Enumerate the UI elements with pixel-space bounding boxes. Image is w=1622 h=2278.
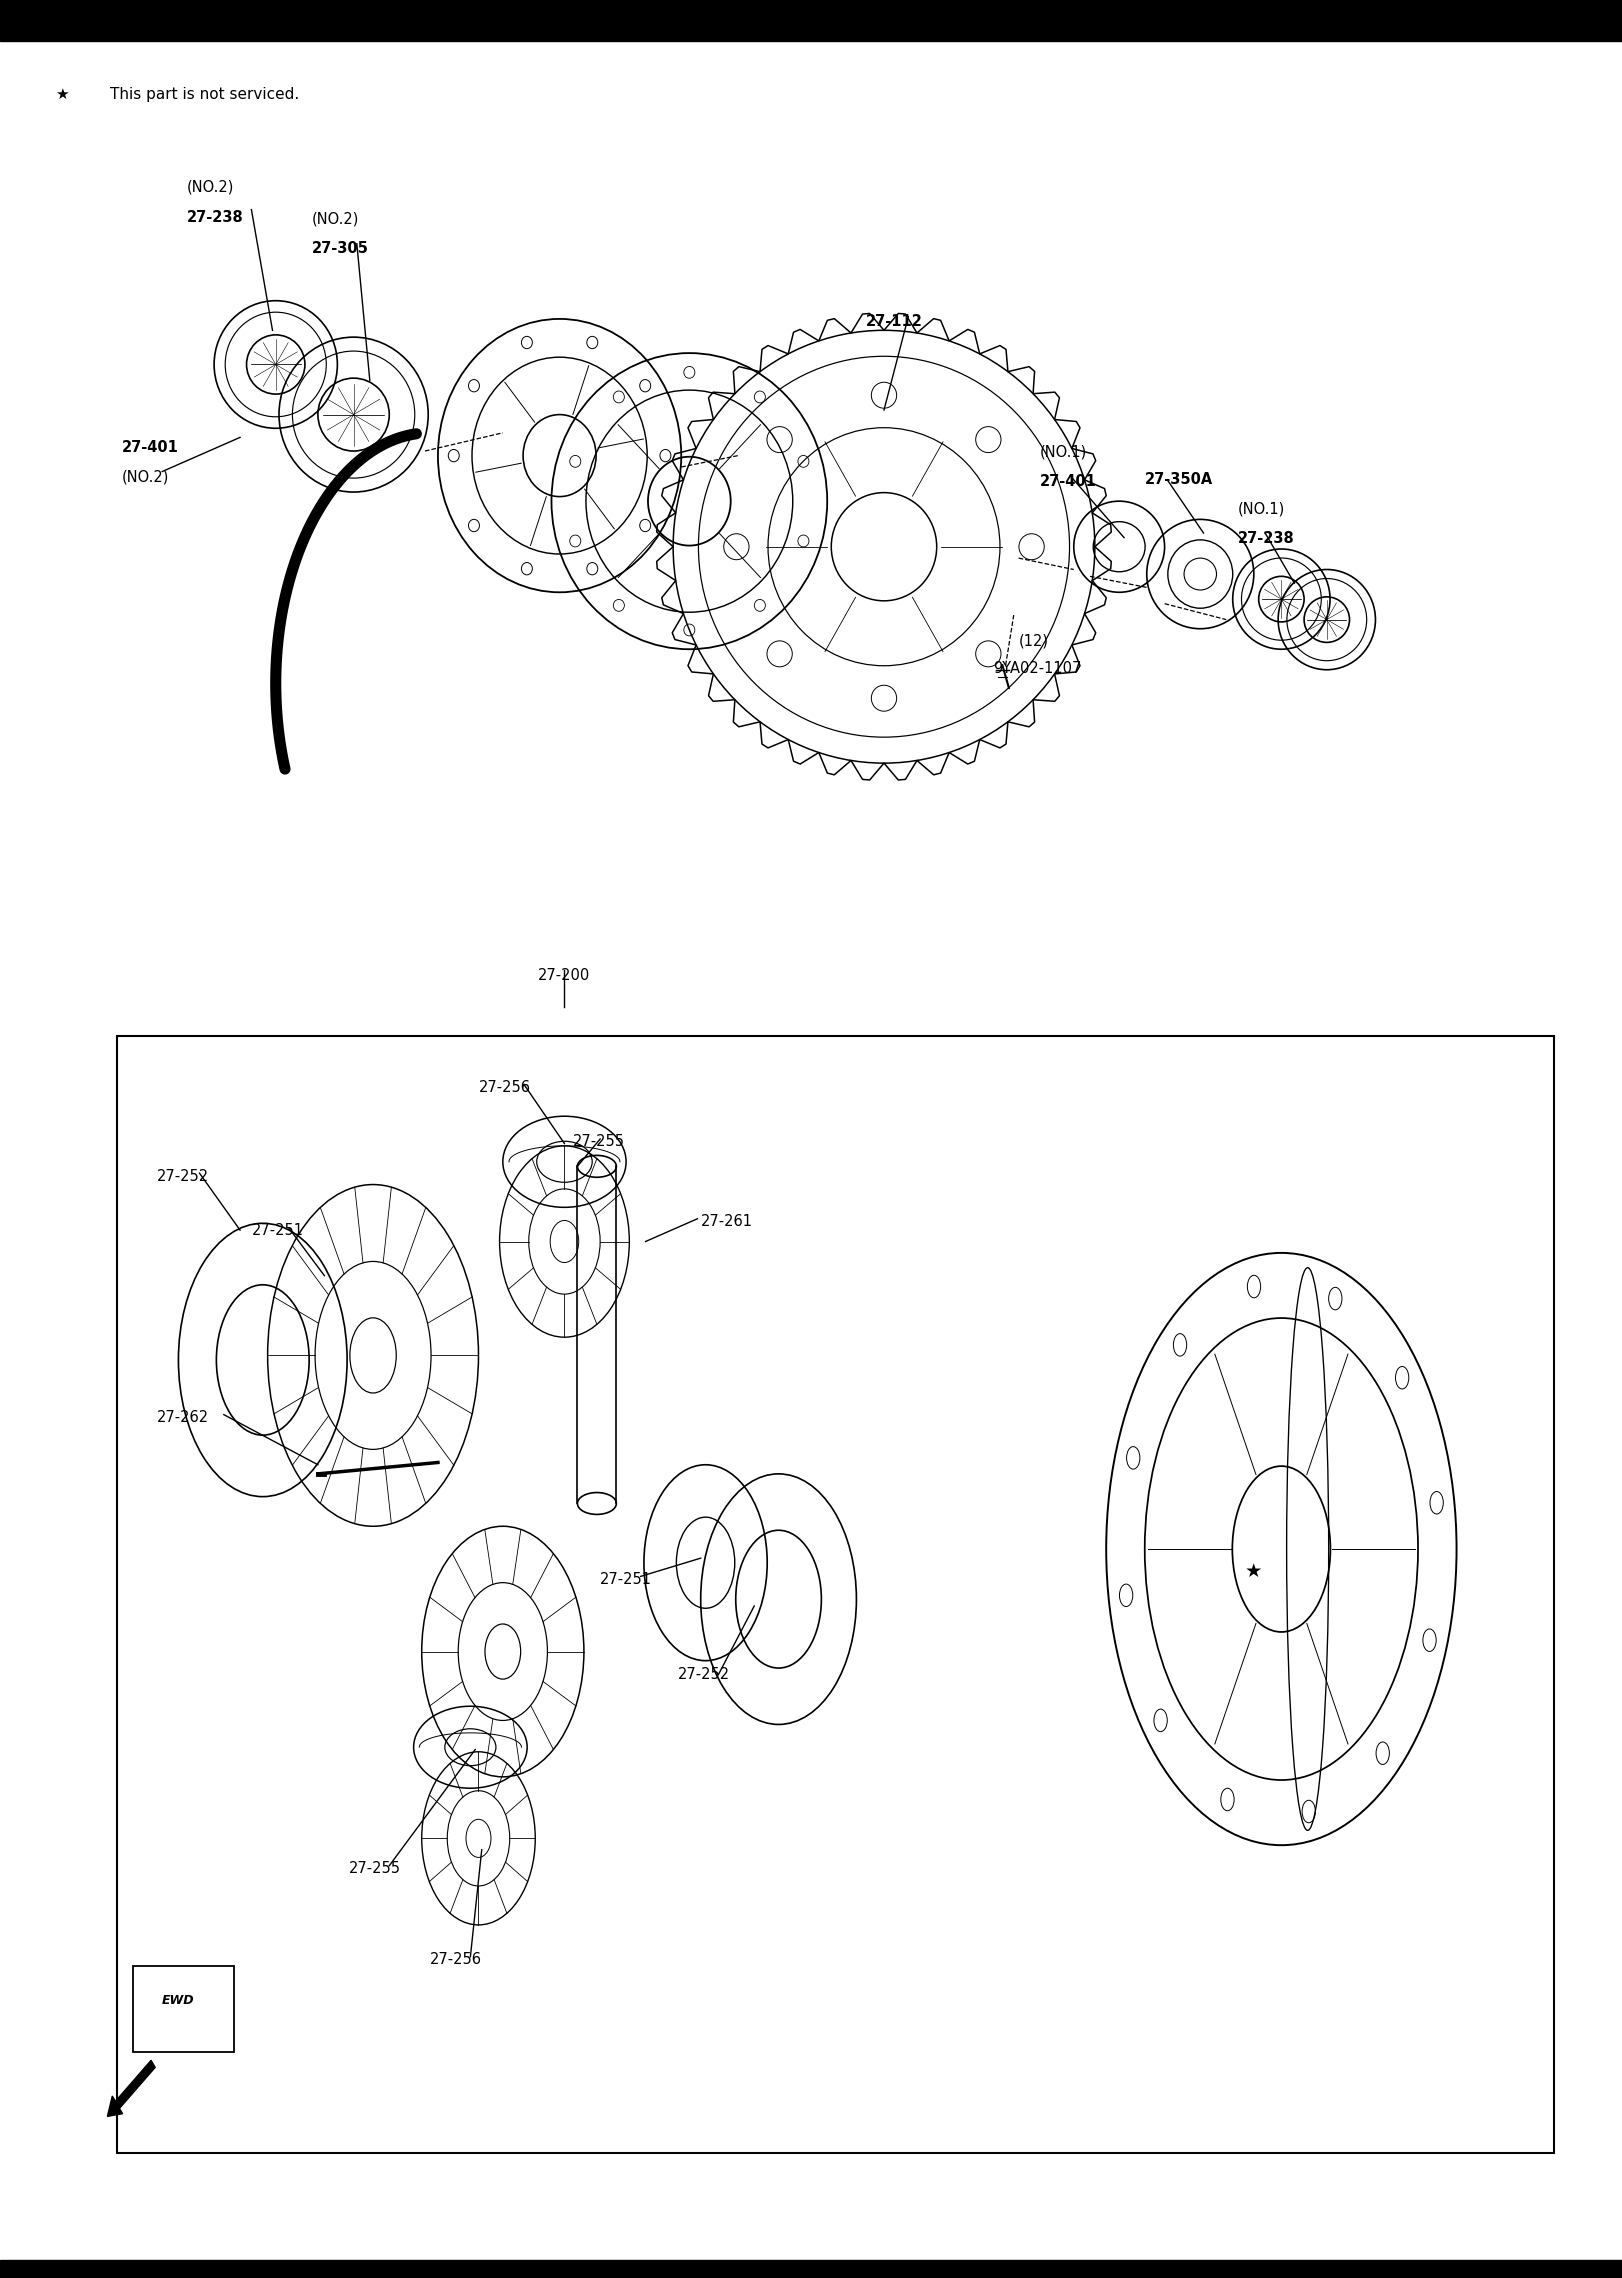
Text: ★: ★ [1246, 1563, 1262, 1581]
Text: 27-252: 27-252 [157, 1169, 209, 1185]
Text: 27-252: 27-252 [678, 1667, 730, 1683]
Text: 27-401: 27-401 [122, 440, 178, 456]
Bar [0, 2260, 1622, 2278]
Text: 27-256: 27-256 [478, 1080, 530, 1096]
Text: 27-255: 27-255 [349, 1861, 401, 1877]
Text: 27-251: 27-251 [600, 1572, 652, 1588]
Text: 9YA02-1107: 9YA02-1107 [993, 661, 1080, 677]
Text: This part is not serviced.: This part is not serviced. [110, 87, 300, 103]
Text: 27-238: 27-238 [1238, 531, 1294, 547]
Ellipse shape [1106, 1253, 1457, 1845]
Text: (NO.1): (NO.1) [1238, 501, 1285, 517]
Text: 27-112: 27-112 [866, 314, 923, 330]
Text: ★: ★ [55, 87, 68, 103]
Text: 27-255: 27-255 [573, 1134, 624, 1150]
Text: 27-256: 27-256 [430, 1952, 482, 1968]
Text: (NO.2): (NO.2) [122, 469, 169, 485]
Text: 27-200: 27-200 [539, 968, 590, 984]
Text: 27-238: 27-238 [187, 210, 243, 226]
Bar [117, 1036, 1554, 2153]
Text: (NO.1): (NO.1) [1040, 444, 1087, 460]
Bar [0, 0, 1622, 41]
Text: 27-251: 27-251 [251, 1223, 303, 1239]
Text: 27-262: 27-262 [157, 1410, 209, 1426]
Text: 27-261: 27-261 [701, 1214, 753, 1230]
Text: 27-350A: 27-350A [1145, 472, 1213, 487]
Text: (NO.2): (NO.2) [311, 212, 358, 228]
FancyArrow shape [107, 2059, 156, 2116]
Text: 27-305: 27-305 [311, 241, 368, 257]
Text: (NO.2): (NO.2) [187, 180, 234, 196]
Text: 27-401: 27-401 [1040, 474, 1096, 490]
Bar [133, 1966, 234, 2052]
Text: (12): (12) [1019, 633, 1048, 649]
Text: EWD: EWD [162, 1993, 195, 2007]
